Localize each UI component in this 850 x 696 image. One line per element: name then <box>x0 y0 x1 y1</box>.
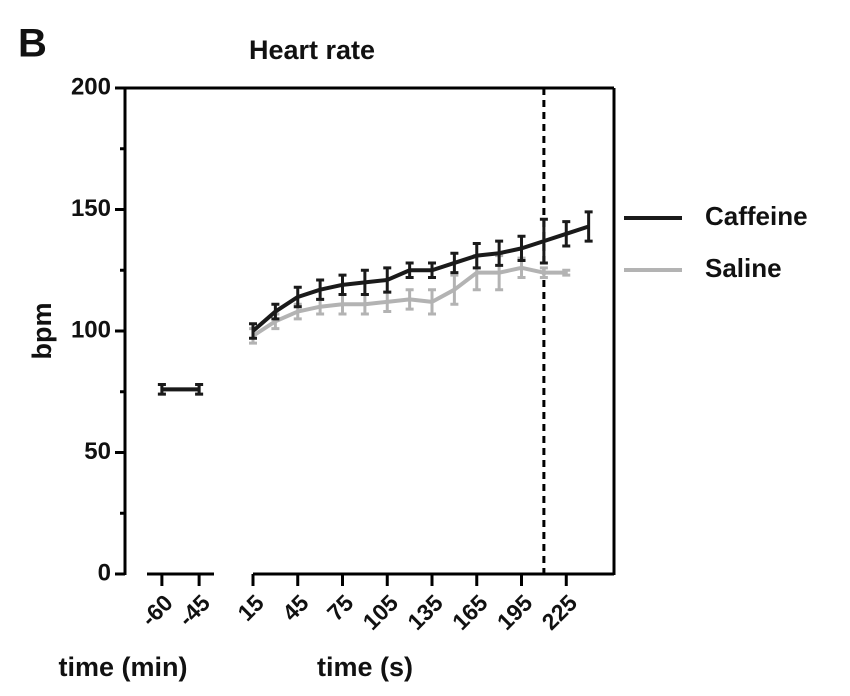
error-bar <box>584 210 593 243</box>
error-bar <box>495 239 504 267</box>
plot-frame <box>125 86 616 575</box>
error-bar <box>428 288 437 316</box>
error-bar <box>195 382 204 396</box>
x-tick-label: -60 <box>136 589 178 631</box>
error-bar <box>539 217 548 265</box>
error-bar <box>360 268 369 297</box>
error-bar <box>383 266 392 294</box>
series-line <box>251 224 590 333</box>
error-bar <box>562 268 571 277</box>
x-axis-label: time (s) <box>317 652 413 682</box>
x-axis-label: time (min) <box>58 652 187 682</box>
error-bar <box>472 242 481 270</box>
x-tick-label: 45 <box>277 589 314 626</box>
panel-label: B <box>18 22 47 66</box>
error-bar <box>405 288 414 311</box>
error-bar <box>450 273 459 306</box>
legend-label: Saline <box>705 253 782 283</box>
error-bar <box>428 261 437 280</box>
x-tick-label: 135 <box>402 589 448 635</box>
error-bar <box>338 273 347 297</box>
x-tick-label: 195 <box>492 589 538 635</box>
y-tick-label: 50 <box>84 438 111 465</box>
error-bar <box>249 322 257 340</box>
error-bar <box>539 266 548 280</box>
x-tick-label: 75 <box>322 589 359 626</box>
x-tick-label: 225 <box>537 589 583 635</box>
legend-label: Caffeine <box>705 201 808 231</box>
error-bar <box>157 382 166 396</box>
y-axis-label: bpm <box>27 303 57 360</box>
y-tick-label: 100 <box>71 316 111 343</box>
x-tick-label: -45 <box>173 589 215 631</box>
x-tick-label: 105 <box>358 589 404 635</box>
error-bar <box>562 220 571 248</box>
y-tick-label: 150 <box>71 195 111 222</box>
y-tick-label: 200 <box>71 73 111 100</box>
error-bar <box>293 285 302 309</box>
error-bar <box>517 234 526 263</box>
chart-title: Heart rate <box>249 35 375 65</box>
y-tick-label: 0 <box>98 559 111 586</box>
error-bar <box>450 251 459 275</box>
x-tick-label: 165 <box>447 589 493 635</box>
error-bar <box>271 302 280 321</box>
error-bar <box>316 278 325 301</box>
x-tick-label: 15 <box>232 589 269 626</box>
error-bar <box>405 261 414 280</box>
